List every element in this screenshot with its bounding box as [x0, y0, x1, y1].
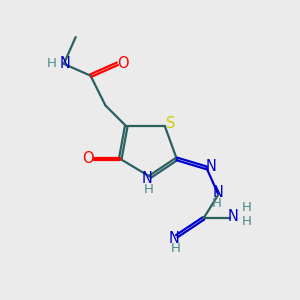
- Text: H: H: [170, 242, 180, 255]
- Text: H: H: [212, 197, 222, 210]
- Text: O: O: [82, 152, 94, 166]
- Text: N: N: [206, 159, 217, 174]
- Text: N: N: [228, 209, 239, 224]
- Text: H: H: [242, 201, 251, 214]
- Text: N: N: [213, 185, 224, 200]
- Text: H: H: [46, 57, 56, 70]
- Text: N: N: [168, 231, 179, 246]
- Text: N: N: [60, 56, 71, 71]
- Text: O: O: [117, 56, 128, 71]
- Text: H: H: [144, 183, 154, 196]
- Text: S: S: [166, 116, 175, 131]
- Text: N: N: [142, 171, 152, 186]
- Text: H: H: [242, 215, 251, 228]
